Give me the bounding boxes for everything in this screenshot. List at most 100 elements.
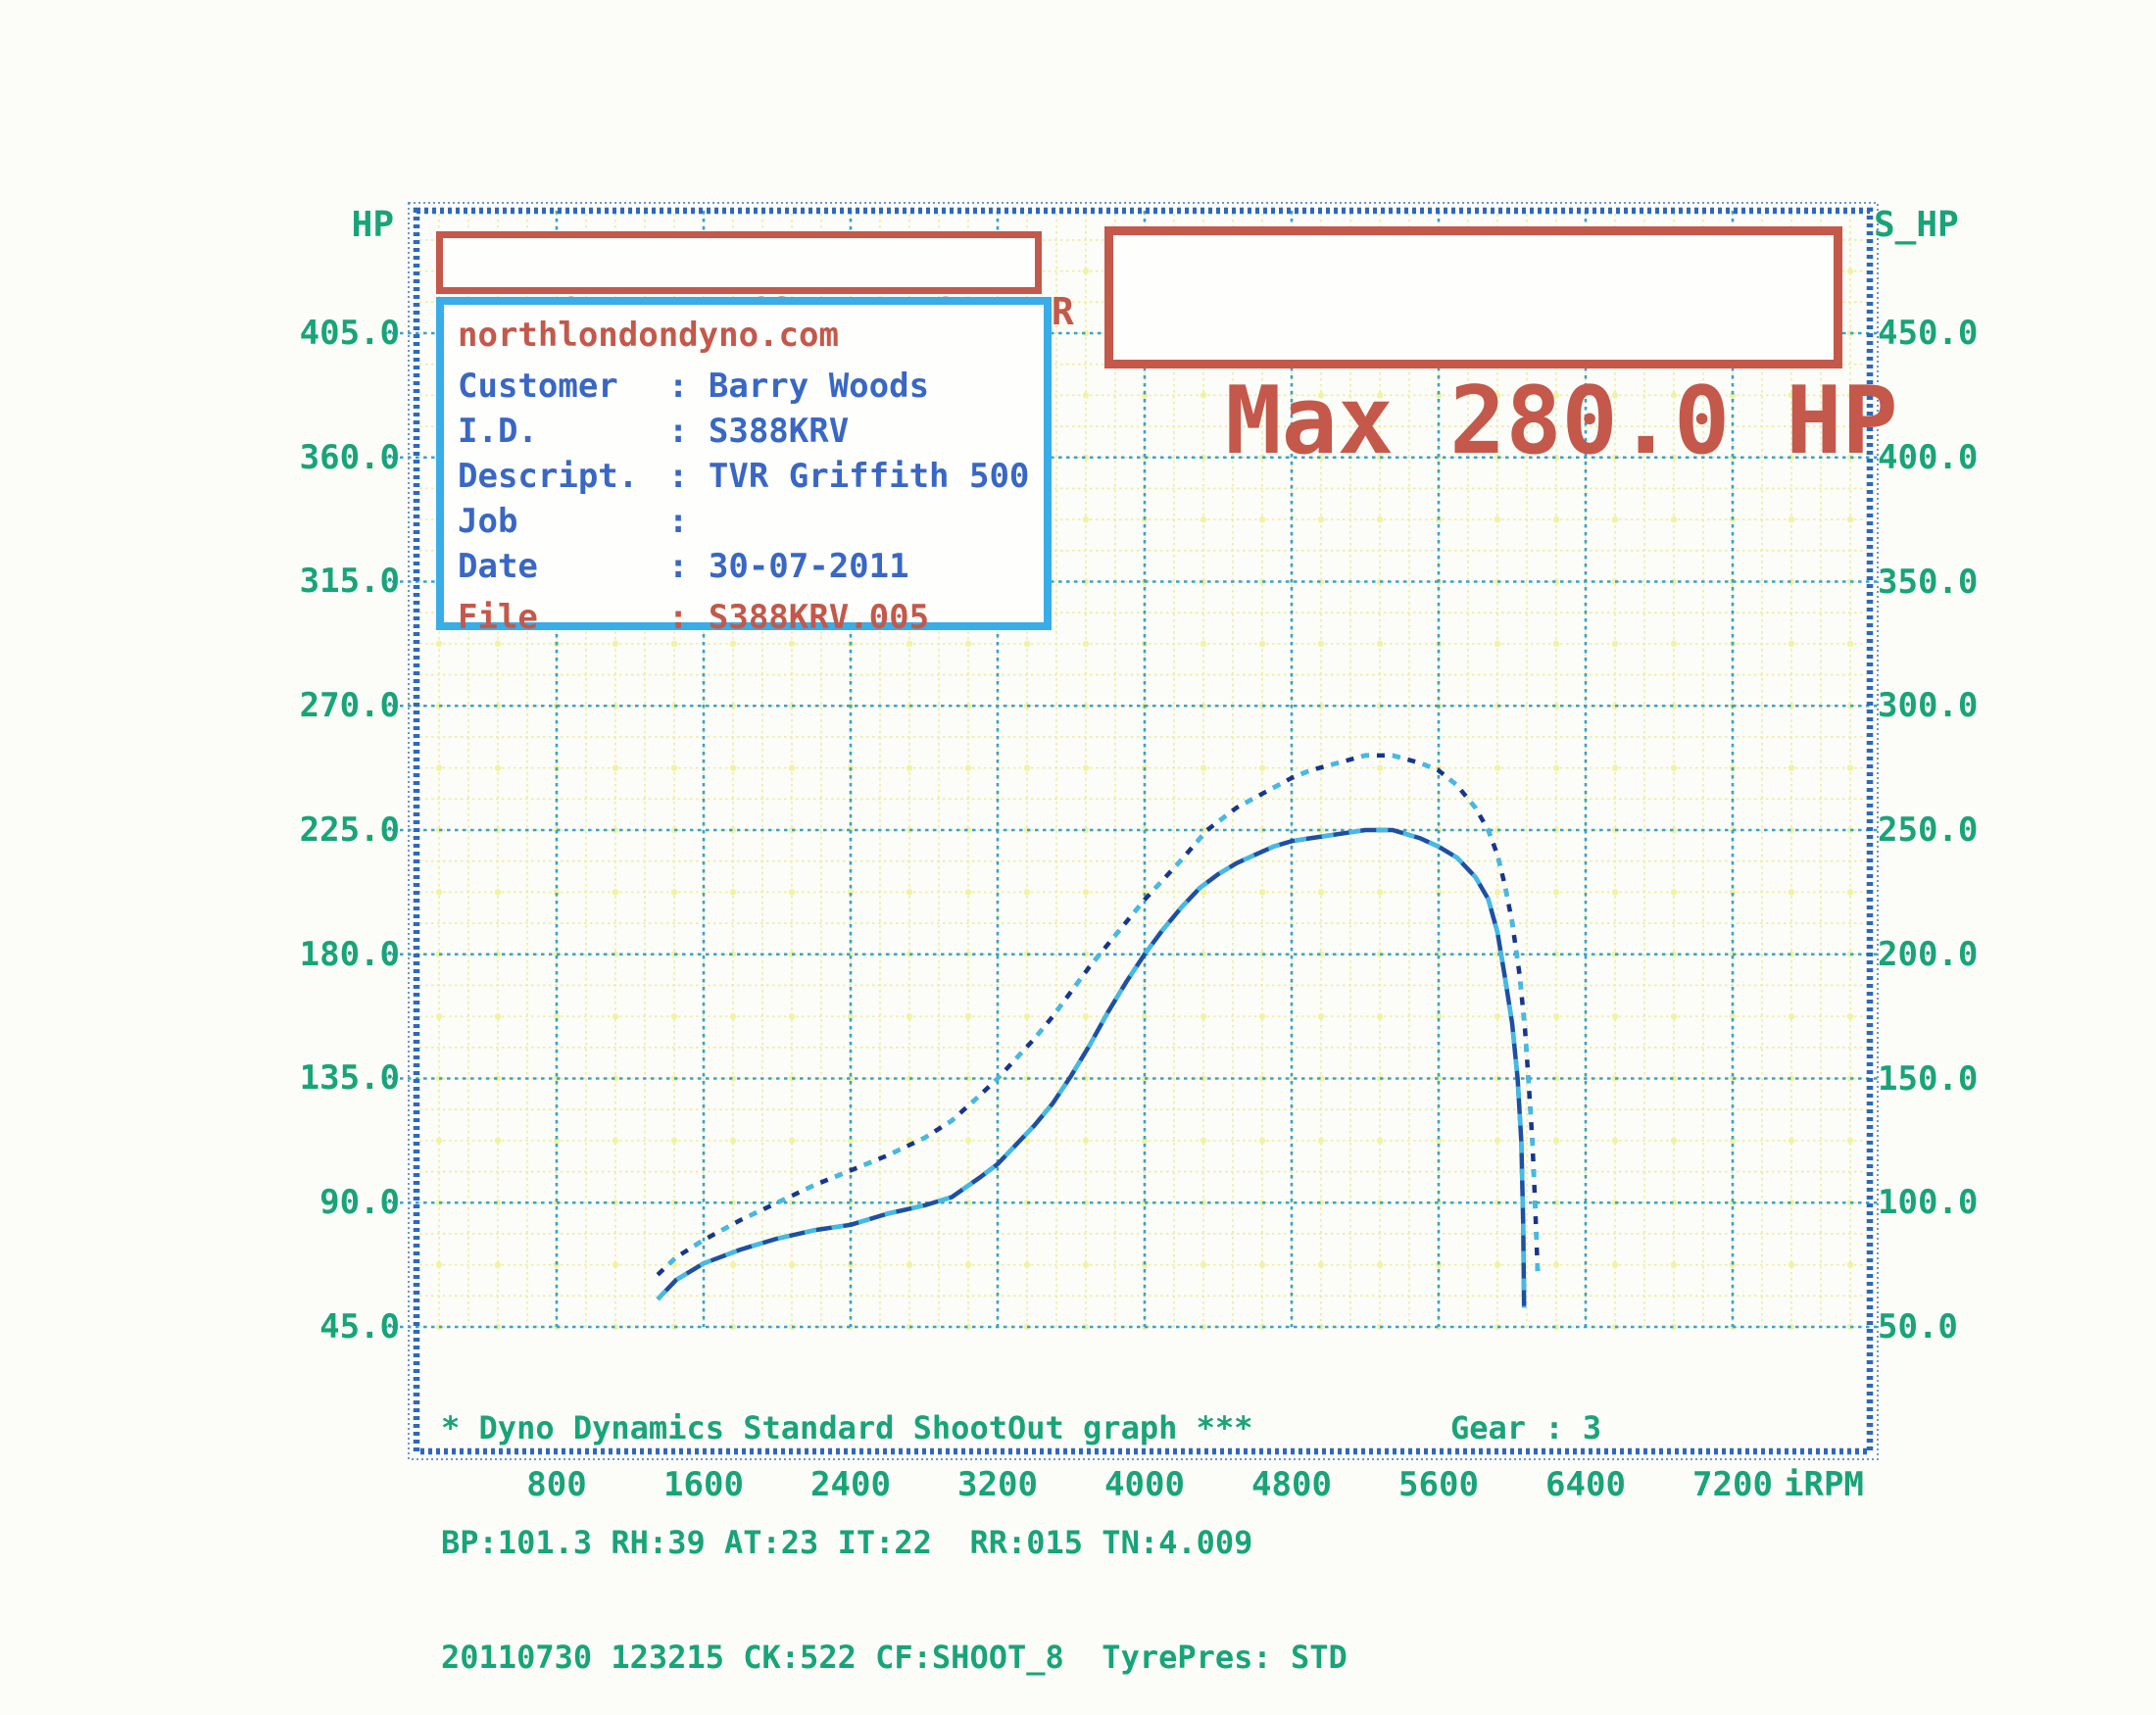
grid-node [1552, 1200, 1560, 1206]
x-tick-1600: 1600 [663, 1465, 744, 1504]
grid-node [847, 889, 855, 896]
grid-node [1200, 640, 1207, 648]
right-tick-300: 300.0 [1878, 686, 1979, 726]
grid-node [1670, 1012, 1678, 1020]
grid-node [1670, 889, 1678, 896]
grid-node [1317, 640, 1325, 648]
grid-node [1200, 703, 1207, 710]
dyno-chart [384, 202, 1879, 1460]
grid-node [1552, 1323, 1560, 1331]
grid-node [435, 764, 443, 771]
grid-node [729, 1200, 737, 1206]
grid-node [670, 889, 678, 896]
grid-node [1846, 1261, 1854, 1268]
grid-node [1435, 951, 1443, 957]
grid-node [494, 1012, 502, 1020]
grid-node [964, 1323, 972, 1331]
grid-node [1082, 1200, 1090, 1206]
grid-node [1788, 764, 1795, 771]
x-tick-7200: 7200 [1692, 1465, 1773, 1504]
right-axis-title: S_HP [1874, 205, 1959, 245]
grid-node [847, 1261, 855, 1268]
grid-node [1435, 1075, 1443, 1082]
info-row-id: I.D.: S388KRV [458, 412, 850, 451]
left-tick-225: 225.0 [299, 809, 400, 850]
website-url: northlondondyno.com [458, 316, 839, 355]
curve-hp-measured-highlight [656, 827, 1527, 1308]
grid-node [1317, 1012, 1325, 1020]
curve-shp-corrected [656, 753, 1541, 1278]
x-tick-4000: 4000 [1104, 1465, 1185, 1504]
grid-node [1670, 951, 1678, 957]
grid-node [1552, 1261, 1560, 1268]
right-tick-50: 50.0 [1878, 1307, 1958, 1347]
grid-node [494, 703, 502, 710]
grid-node [1552, 1137, 1560, 1145]
grid-node [1670, 1075, 1678, 1082]
grid-node [1435, 1137, 1443, 1145]
grid-node [494, 764, 502, 771]
grid-node [1376, 640, 1384, 648]
grid-node [1023, 1261, 1031, 1268]
grid-node [1023, 1137, 1031, 1145]
grid-node [1494, 640, 1501, 648]
grid-node [1552, 1075, 1560, 1082]
grid-node [1023, 889, 1031, 896]
grid-node [1788, 640, 1795, 648]
right-tick-250: 250.0 [1878, 810, 1979, 850]
grid-node [1788, 1323, 1795, 1331]
grid-node [1376, 1137, 1384, 1145]
grid-node [1200, 826, 1207, 834]
grid-node [1494, 392, 1501, 399]
grid-node [1200, 951, 1207, 957]
grid-node [612, 951, 619, 957]
grid-node [670, 1012, 678, 1020]
grid-node [847, 1012, 855, 1020]
grid-node [906, 889, 913, 896]
right-tick-350: 350.0 [1878, 562, 1979, 602]
info-row-customer: Customer: Barry Woods [458, 367, 930, 406]
grid-node [1258, 392, 1266, 399]
grid-node [1258, 1137, 1266, 1145]
grid-node [1258, 1012, 1266, 1020]
grid-node [788, 1137, 796, 1145]
grid-node [1317, 454, 1325, 461]
grid-node [1846, 640, 1854, 648]
grid-node [1317, 826, 1325, 834]
grid-node [1611, 764, 1619, 771]
left-tick-180: 180.0 [299, 934, 400, 974]
grid-node [1317, 1137, 1325, 1145]
grid-node [847, 1200, 855, 1206]
grid-node [612, 1323, 619, 1331]
grid-node [612, 1137, 619, 1145]
grid-node [1376, 889, 1384, 896]
grid-node [494, 1137, 502, 1145]
grid-node [1082, 1075, 1090, 1082]
grid-node [1788, 703, 1795, 710]
grid-node [494, 826, 502, 834]
grid-node [1670, 764, 1678, 771]
grid-node [1788, 951, 1795, 957]
grid-node [906, 1012, 913, 1020]
grid-node [1082, 951, 1090, 957]
grid-node [1317, 1261, 1325, 1268]
dyno-printout-page: { "colors":{ "green":"#17a478","red":"#c… [299, 202, 1979, 1676]
left-tick-45: 45.0 [319, 1307, 400, 1347]
grid-node [1670, 1200, 1678, 1206]
grid-node [1435, 1012, 1443, 1020]
grid-node [1788, 1137, 1795, 1145]
right-tick-450: 450.0 [1878, 314, 1979, 353]
grid-node [1317, 392, 1325, 399]
grid-node [612, 1075, 619, 1082]
plot-border-outer [408, 202, 1879, 1460]
grid-node [847, 1137, 855, 1145]
grid-node [553, 1137, 561, 1145]
grid-node [1082, 889, 1090, 896]
grid-node [729, 640, 737, 648]
left-tick-405: 405.0 [299, 313, 400, 353]
grid-node [1552, 392, 1560, 399]
grid-node [1023, 764, 1031, 771]
grid-node [1023, 640, 1031, 648]
left-axis-title: HP [351, 205, 394, 245]
grid-node [1846, 1012, 1854, 1020]
